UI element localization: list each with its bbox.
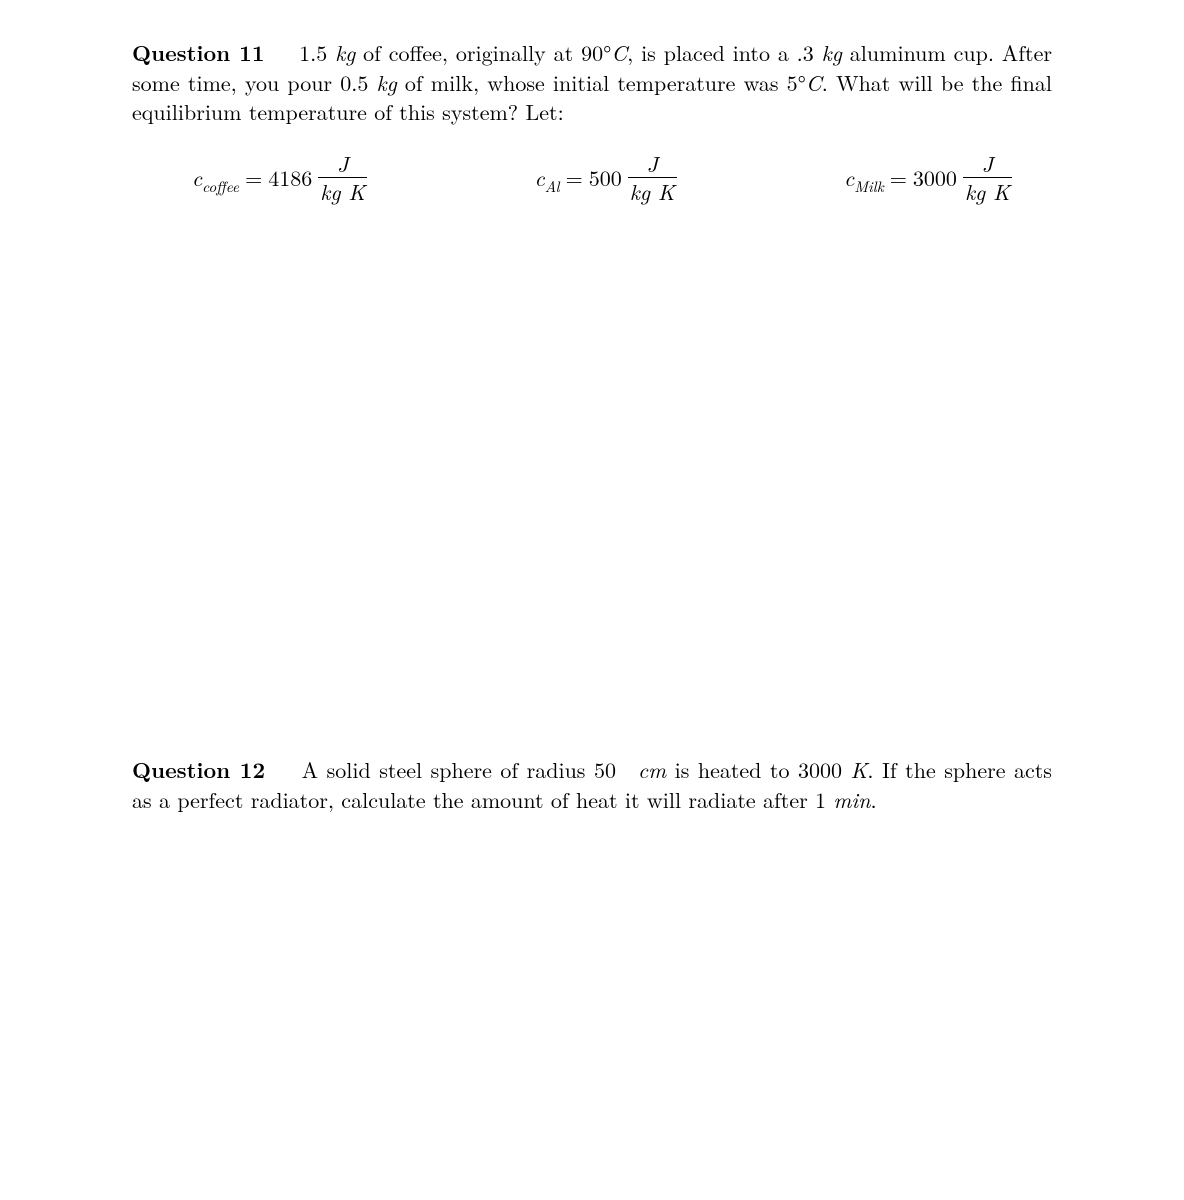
eq-milk-den: kg K [963,177,1012,203]
eq-coffee-frac: J kg K [318,153,367,203]
eq-al-frac: J kg K [628,153,677,203]
q12-t4: . [871,784,877,815]
eq-milk-frac: J kg K [963,153,1012,203]
q12-t2: is heated to 3000 [666,754,850,785]
eq-milk-sym: c [844,162,854,193]
q12-cm: cm [638,754,666,785]
eq-coffee: ccoffee = 4186 J kg K [192,153,367,203]
eq-milk-val: 3000 [913,163,957,193]
page: Question 11 1.5 kg of coffee, originally… [0,0,1184,1200]
eq-coffee-sym: c [192,162,202,193]
eq-coffee-den: kg K [318,177,367,203]
eq-al-sub: Al [545,176,560,197]
eq-milk-num: J [980,153,996,177]
eq-coffee-val: 4186 [268,163,312,193]
q11-kg2: kg [822,37,842,68]
eq-al: cAl = 500 J kg K [535,153,677,203]
equation-row: ccoffee = 4186 J kg K cAl = 500 J kg K [132,153,1052,203]
q11-t5: of milk, whose initial temperature was 5… [397,67,806,98]
question-12: Question 12 A solid steel sphere of radi… [132,755,1052,814]
q12-min: min [833,784,870,815]
q11-C2: C [806,67,822,98]
eq-al-sym: c [535,162,545,193]
q11-t2: of coffee, originally at 90° [355,37,611,68]
q11-kg1: kg [335,37,355,68]
eq-coffee-num: J [335,153,351,177]
eq-al-den: kg K [628,177,677,203]
eq-milk: cMilk = 3000 J kg K [844,153,1012,203]
q11-C1: C [611,37,627,68]
question-11-label: Question 11 [132,37,264,68]
q11-t3: , is placed into a .3 [627,37,822,68]
eq-milk-eq: = [890,163,907,193]
question-12-label: Question 12 [132,754,265,785]
eq-al-val: 500 [589,163,622,193]
eq-al-num: J [644,153,660,177]
q12-K: K [850,754,867,785]
eq-milk-sub: Milk [854,176,884,197]
eq-al-eq: = [566,163,583,193]
question-11-text: Question 11 1.5 kg of coffee, originally… [132,38,1052,127]
q11-kg3: kg [376,67,396,98]
eq-coffee-sub: coffee [202,176,239,197]
q11-t1: 1.5 [299,37,335,68]
question-11: Question 11 1.5 kg of coffee, originally… [132,38,1052,203]
eq-coffee-eq: = [245,163,262,193]
q12-t1: A solid steel sphere of radius 50 [302,754,638,785]
question-12-text: Question 12 A solid steel sphere of radi… [132,755,1052,814]
